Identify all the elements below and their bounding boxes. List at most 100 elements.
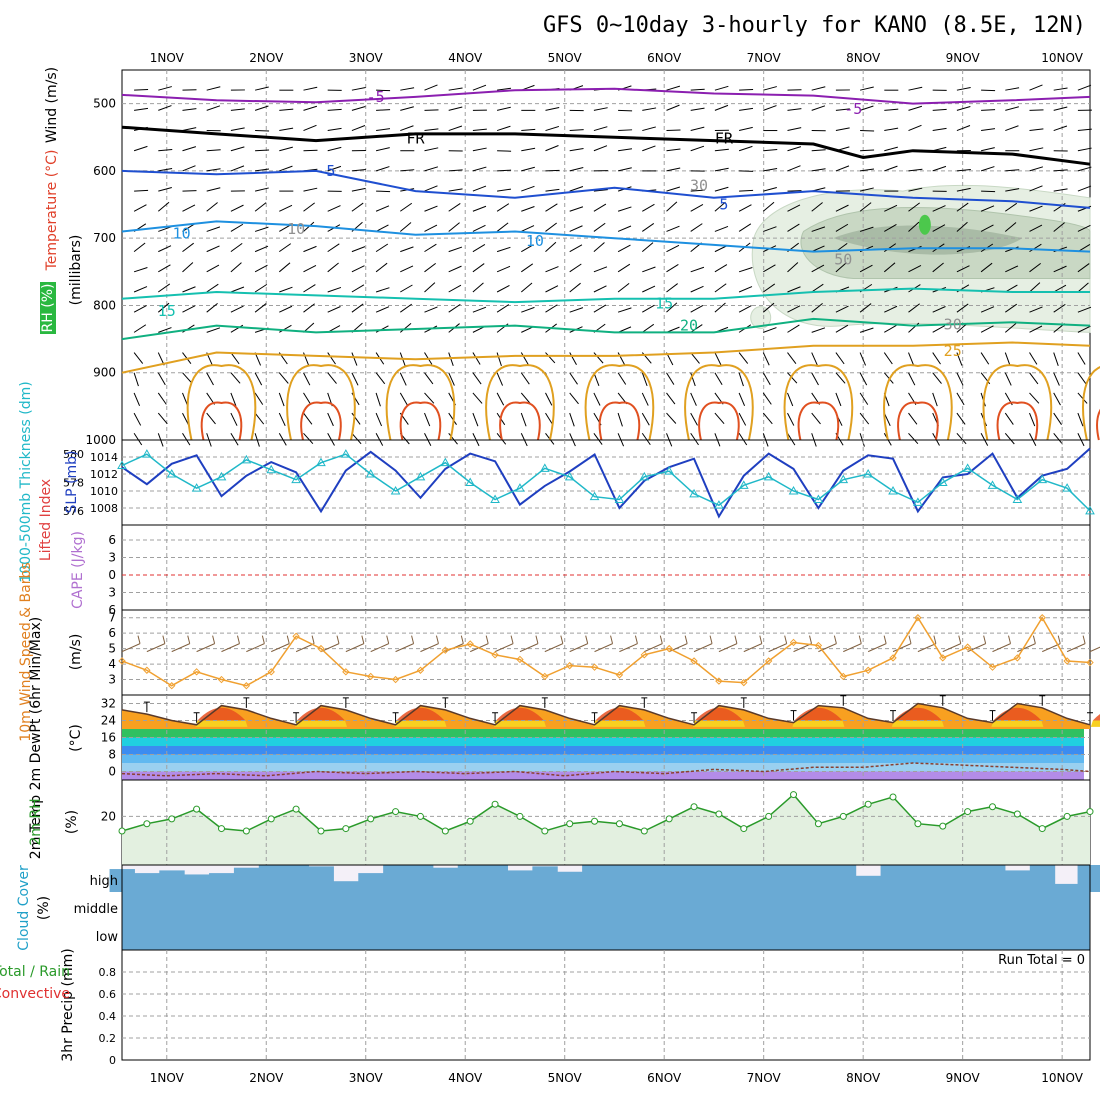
wind-barb xyxy=(230,127,245,132)
wind-barb xyxy=(690,392,697,406)
stability-panel: 6 3 0 3 6 Lifted Index CAPE (J/kg) xyxy=(38,479,1091,617)
wind-barb xyxy=(981,128,996,132)
wind-speed-point xyxy=(814,641,823,650)
wind-barb xyxy=(932,325,946,333)
wind-barb xyxy=(278,262,291,273)
wind-speed-point xyxy=(864,666,872,674)
wind-barb xyxy=(811,149,826,152)
pressure-tick-label: 1000 xyxy=(85,433,116,447)
wind-barb xyxy=(375,147,390,152)
wind10m-barb xyxy=(420,643,439,653)
wind-barb xyxy=(206,283,219,293)
temperature-loop-30 xyxy=(499,401,541,441)
wind-barb xyxy=(835,204,849,212)
wind-barb xyxy=(860,168,875,172)
wind-barb xyxy=(738,433,748,446)
wind-barb xyxy=(521,306,535,313)
rh2m-point xyxy=(640,827,648,835)
bottom-date-label: 3NOV xyxy=(349,1071,384,1085)
bottom-date-label: 4NOV xyxy=(448,1071,483,1085)
temperature-loop-30 xyxy=(1096,408,1100,441)
wind-barb xyxy=(1077,128,1092,132)
wind-barb xyxy=(158,167,173,172)
wind-barb xyxy=(1005,125,1019,132)
wind-barb xyxy=(835,223,849,232)
wind-barb xyxy=(1005,265,1019,273)
wind-barb xyxy=(1077,166,1092,172)
wind10m-barb-flag xyxy=(411,635,415,644)
rh-shade-90 xyxy=(918,214,931,235)
wind-barb xyxy=(133,305,147,313)
wind10m-barb xyxy=(196,643,215,653)
wind-barb xyxy=(424,205,438,212)
wind-speed-point xyxy=(963,643,972,651)
thickness-label: 1000-500mb Thickness (dm) xyxy=(18,381,34,582)
wind-barb xyxy=(1004,352,1011,366)
thickness-point xyxy=(738,480,749,489)
wind-barb xyxy=(351,168,366,172)
wind-barb xyxy=(399,372,407,386)
wind10m-barb-flag xyxy=(535,635,539,644)
wind10m-barb xyxy=(718,643,738,653)
rh2m-point xyxy=(939,822,947,830)
wind-barb xyxy=(375,287,390,293)
wind-barb xyxy=(738,286,753,293)
wind-barb xyxy=(569,225,583,232)
high-cloud-bar xyxy=(1054,883,1081,892)
wind-barb xyxy=(1053,412,1062,425)
high-cloud-bar xyxy=(781,865,807,892)
mid-low-cloud-block xyxy=(122,892,1090,950)
rh2m-point xyxy=(441,827,449,835)
wind-barb xyxy=(376,109,391,111)
top-date-label: 8NOV xyxy=(846,51,881,65)
wind-barb xyxy=(593,222,606,232)
rh2m-point xyxy=(839,812,847,820)
wind-barb xyxy=(1077,185,1092,192)
temp-tick-label: 16 xyxy=(101,731,116,745)
thickness-point xyxy=(838,474,849,484)
high-cloud-bar xyxy=(283,865,310,892)
wind-barb xyxy=(520,392,531,404)
wind-barb xyxy=(811,372,819,386)
rh2m-point xyxy=(914,820,922,828)
wind-barb xyxy=(980,306,995,313)
wind-barb xyxy=(642,304,655,313)
cloud-level-label: high xyxy=(90,874,118,889)
wind-barb xyxy=(884,324,897,333)
wind-barb xyxy=(254,372,263,386)
wind-barb xyxy=(448,87,463,91)
wind-barb xyxy=(714,372,723,385)
wind10m-barb xyxy=(619,643,638,653)
temperature-loop-30 xyxy=(399,401,442,441)
pressure-panel: 580 578 576 1014 1012 1010 1008 1000-500mb Thi… xyxy=(18,381,1095,583)
wind-barb xyxy=(1077,372,1087,385)
wind-barb xyxy=(1029,166,1044,172)
wind10m-barb-flag xyxy=(212,635,216,644)
rh2m-point xyxy=(790,791,798,799)
high-cloud-bar xyxy=(1004,870,1031,892)
wind-barb xyxy=(545,285,559,293)
wind-speed-point xyxy=(217,675,226,684)
wind-barb xyxy=(278,392,285,407)
wind-barb xyxy=(787,127,802,132)
wind-barb xyxy=(400,87,415,91)
wind-barb xyxy=(787,412,795,426)
wind-barb xyxy=(593,372,600,386)
top-date-label: 9NOV xyxy=(946,51,981,65)
wind-barb xyxy=(569,412,575,427)
wind10m-barb-flag xyxy=(361,635,365,644)
cape-label: CAPE (J/kg) xyxy=(70,531,86,609)
wind10m-barb-flag xyxy=(237,635,240,644)
chart-title: GFS 0~10day 3-hourly for KANO (8.5E, 12N… xyxy=(543,13,1086,38)
high-cloud-bar xyxy=(308,866,334,892)
upper-air-ylabel: (millibars) xyxy=(68,235,84,306)
wind-barb xyxy=(545,106,560,111)
wind-speed-point xyxy=(367,672,375,681)
wind10m-grid xyxy=(122,610,1090,695)
wind-barb xyxy=(1077,306,1092,313)
wind-speed-point xyxy=(839,672,847,681)
wind10m-barb-flag xyxy=(833,635,837,644)
wind-barb xyxy=(133,352,144,364)
wind-barb xyxy=(859,412,870,425)
